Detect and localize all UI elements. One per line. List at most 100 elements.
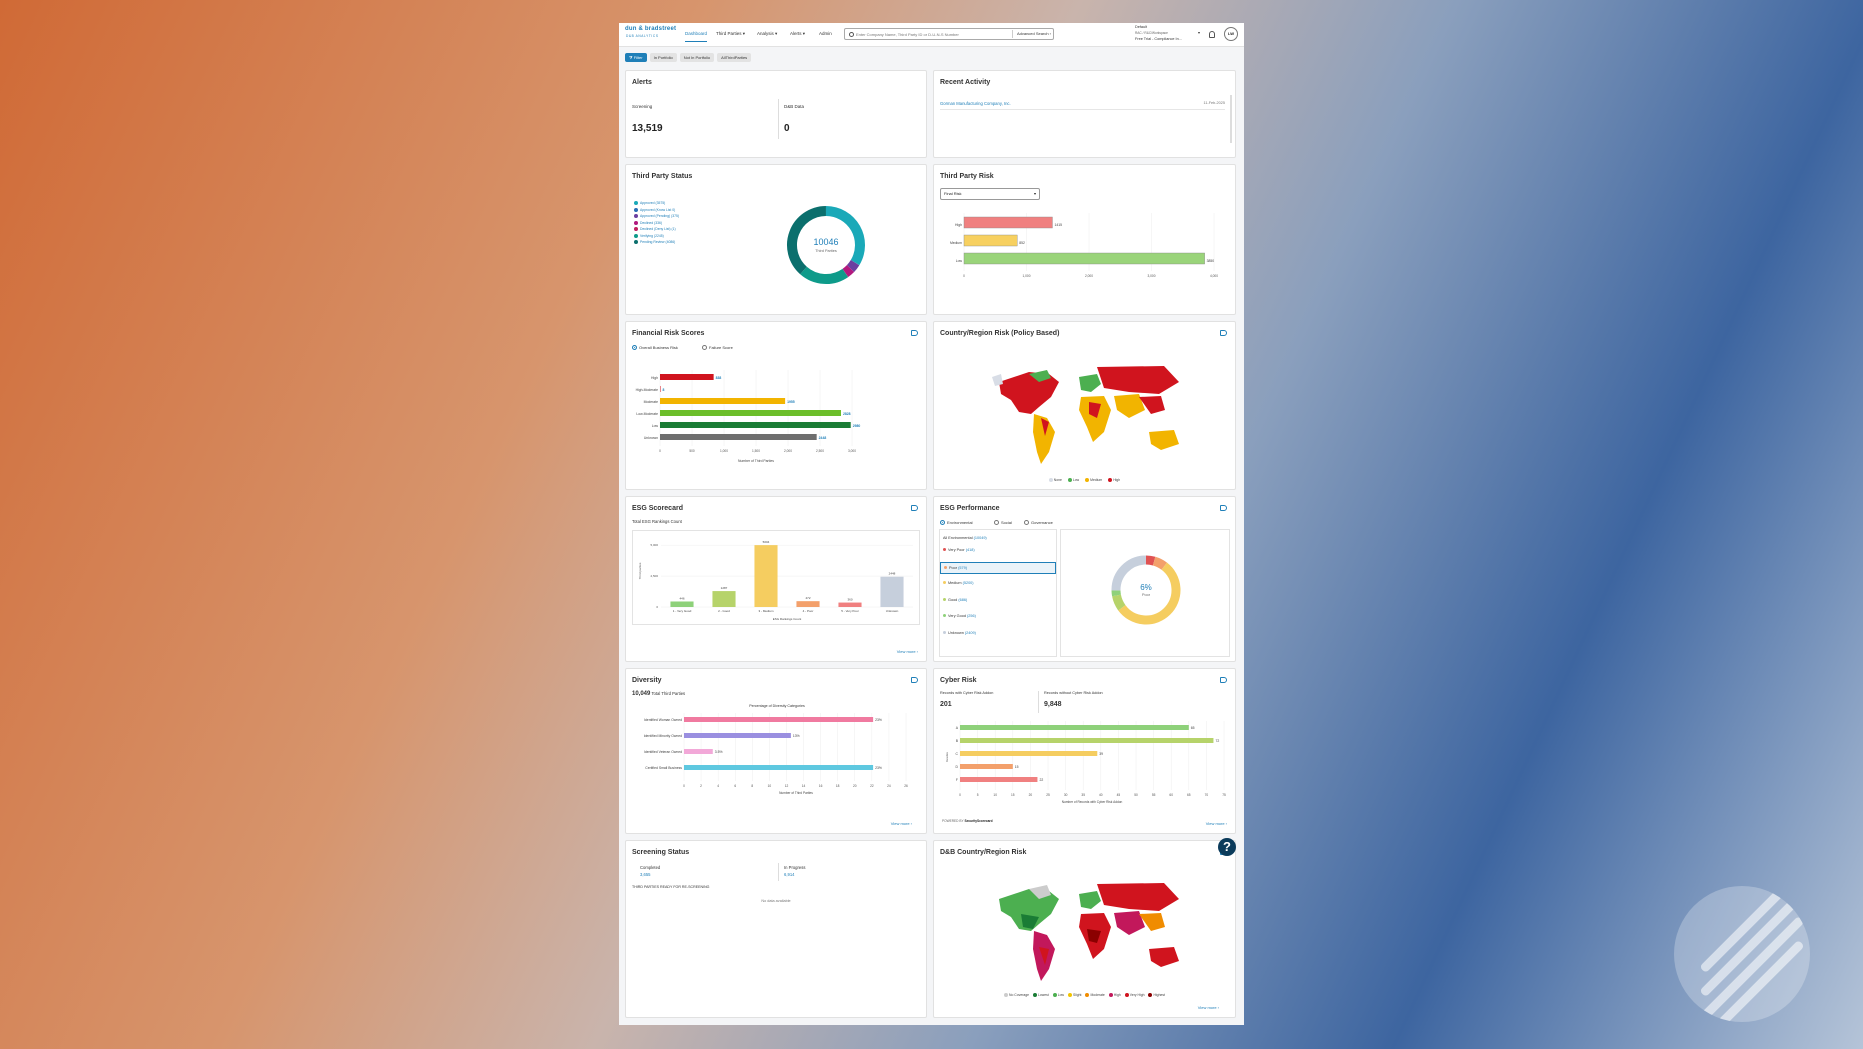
donut-segment-2[interactable] [846,259,860,273]
tag-icon[interactable] [1220,505,1227,511]
donut-segment-3[interactable] [1112,594,1126,611]
bar-0[interactable] [684,717,874,722]
map-region-greenland[interactable] [1029,370,1051,382]
map-region-europe[interactable] [1079,374,1101,392]
bar-0[interactable] [963,216,1053,229]
donut-segment-2[interactable] [1118,562,1181,625]
map-legend-item[interactable]: Low [1067,478,1079,483]
filter-not-in-portfolio[interactable]: Not In Portfolio [679,53,715,62]
esg-item-unknown[interactable]: Unknown (2409) [943,630,976,635]
bar-3[interactable] [960,764,1013,769]
map-region-asia[interactable] [1097,366,1179,394]
in-progress-value-link[interactable]: 6,914 [784,872,795,877]
esg-item-very-good[interactable]: Very Good (256) [943,614,976,618]
status-legend-item[interactable]: Verifying (2245) [634,233,664,238]
map-legend-item[interactable]: High [1108,478,1120,483]
bar-3[interactable] [796,601,820,607]
map-legend-item[interactable]: Moderate [1085,993,1105,998]
map-region-north-africa[interactable] [1089,402,1101,418]
nav-admin[interactable]: Admin [819,31,832,36]
bar-4[interactable] [838,602,862,607]
donut-segment-5[interactable] [1111,555,1147,591]
status-legend-item[interactable]: Approved (3575) [634,201,665,205]
bar-0[interactable] [660,374,714,380]
map-region-africa[interactable] [1079,396,1111,442]
map-region-australia[interactable] [1149,947,1179,967]
map-region-usa[interactable] [1021,914,1039,929]
environmental-radio[interactable]: Environmental [940,520,973,526]
bar-3[interactable] [684,765,874,770]
notification-bell-icon[interactable] [1209,31,1215,38]
donut-segment-0[interactable] [825,206,865,266]
brand-logo[interactable]: dun & bradstreet [625,26,677,32]
tag-icon[interactable] [911,505,918,511]
esg-scorecard-view-more-link[interactable]: View more › [896,649,918,654]
bar-5[interactable] [660,434,817,440]
donut-segment-6[interactable] [787,206,827,275]
account-workspace[interactable]: RAC / R&C/Workspace [1135,31,1168,35]
advanced-search-button[interactable]: Advanced Search › [1011,30,1051,38]
esg-all-environmental[interactable]: All Environmental (10049) [943,536,987,540]
country-risk-policy-map[interactable] [989,352,1189,472]
filter-in-portfolio[interactable]: In Portfolio [649,53,677,62]
bar-5[interactable] [880,576,904,607]
map-region-east-asia[interactable] [1139,396,1165,414]
donut-segment-0[interactable] [1145,555,1156,566]
bar-2[interactable] [960,751,1098,756]
map-legend-item[interactable]: Medium [1085,478,1102,483]
map-legend-item[interactable]: Highest [1148,993,1165,998]
map-region-east-asia[interactable] [1139,913,1165,931]
map-legend-item[interactable]: Very High [1124,993,1144,998]
esg-performance-donut[interactable]: 6% Poor [1096,540,1196,640]
esg-item-good[interactable]: Good (686) [943,597,967,602]
cyber-risk-view-more-link[interactable]: View more › [1205,821,1227,826]
donut-segment-3[interactable] [842,265,855,278]
esg-item-poor[interactable]: Poor (579) [940,561,1056,574]
nav-third-parties[interactable]: Third Parties ▾ [716,31,746,36]
map-legend-item[interactable]: No Coverage [1004,993,1029,998]
map-region-asia[interactable] [1097,883,1179,911]
scrollbar[interactable] [1230,95,1232,143]
dnb-country-risk-map[interactable] [989,869,1189,989]
bar-1[interactable] [960,738,1214,743]
map-region-australia[interactable] [1149,430,1179,450]
dnb-data-count[interactable]: 0 [784,123,790,134]
bar-2[interactable] [684,749,713,754]
esg-item-very-poor[interactable]: Very Poor (418) [943,548,975,552]
account-chevron-down-icon[interactable]: ▾ [1198,30,1201,35]
bar-3[interactable] [660,410,841,416]
map-region-south-asia[interactable] [1114,911,1145,935]
third-party-status-donut[interactable]: 10046 Third Parties [776,195,876,295]
nav-alerts[interactable]: Alerts ▾ [790,31,806,36]
map-region-alaska[interactable] [992,374,1003,386]
bar-0[interactable] [670,601,694,607]
bar-0[interactable] [960,725,1189,730]
search-input[interactable] [856,31,1006,37]
map-region-greenland[interactable] [1029,885,1051,899]
bar-1[interactable] [684,733,791,738]
bar-4[interactable] [660,422,851,428]
nav-dashboard[interactable]: Dashboard [685,31,708,42]
map-legend-item[interactable]: None [1048,478,1062,483]
map-region-south-asia[interactable] [1114,394,1145,418]
map-region-south-america[interactable] [1033,414,1055,464]
records-with-cyber-value[interactable]: 201 [940,701,952,708]
tag-icon[interactable] [911,677,918,683]
donut-segment-5[interactable] [800,266,849,284]
social-radio[interactable]: Social [994,520,1012,526]
overall-business-risk-radio[interactable]: Overall Business Risk [632,345,678,351]
bar-1[interactable] [963,234,1018,247]
help-button[interactable]: ? [1218,838,1236,856]
bar-2[interactable] [963,252,1205,265]
map-region-north-america[interactable] [999,372,1059,414]
status-legend-item[interactable]: Approved (Know List 0) [634,207,675,212]
status-legend-item[interactable]: Approved (Pending) (375) [634,214,679,218]
screening-count[interactable]: 13,519 [632,123,663,134]
map-legend-item[interactable]: Lowest [1033,993,1049,998]
bar-4[interactable] [960,777,1038,782]
map-region-andes[interactable] [1041,418,1049,436]
status-legend-item[interactable]: Declined (336) [634,220,662,225]
account-plan[interactable]: Free Trial - Compliance In... [1135,37,1182,41]
dnb-country-view-more-link[interactable]: View more › [1197,1005,1219,1010]
filter-all-third-parties[interactable]: AllThirdParties [717,53,752,62]
